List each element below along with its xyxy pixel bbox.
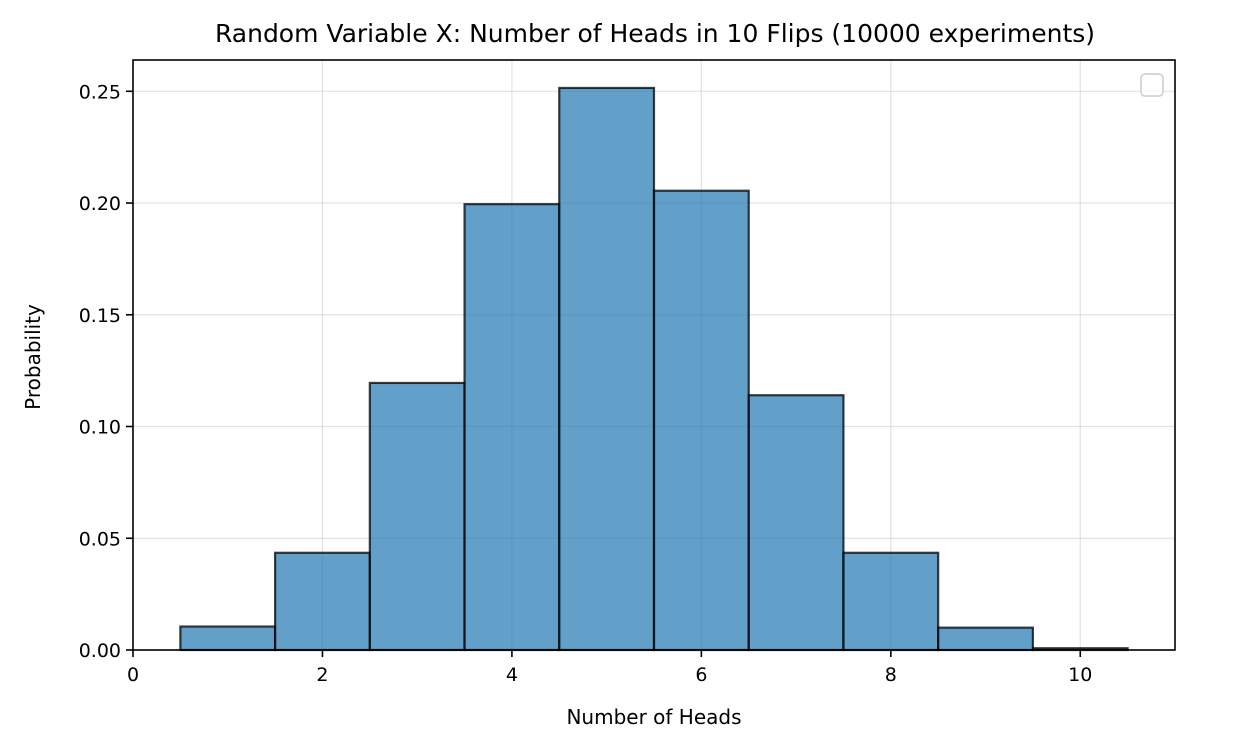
y-tick-label: 0.15: [79, 305, 121, 327]
y-axis-label: Probability: [21, 304, 45, 410]
x-tick-label: 2: [316, 664, 328, 686]
histogram-bar: [368, 381, 466, 652]
histogram-bar: [747, 394, 845, 652]
y-tick-label: 0.05: [79, 528, 121, 550]
y-tick-label: 0.10: [79, 417, 121, 439]
x-tick-label: 0: [127, 664, 139, 686]
histogram-bar: [937, 626, 1035, 652]
x-axis-label: Number of Heads: [566, 705, 741, 729]
x-tick-label: 4: [506, 664, 518, 686]
histogram-bar: [179, 625, 277, 652]
axis-ticks: 0 2 4 6 8 10 0.00 0.05 0.10 0.15 0.20 0.25: [79, 81, 1093, 686]
histogram-bar: [463, 203, 561, 652]
y-tick-label: 0.25: [79, 81, 121, 103]
plot-frame: [132, 59, 1176, 651]
histogram-bar: [558, 86, 656, 652]
histogram-bar: [652, 189, 750, 652]
y-tick-label: 0.20: [79, 193, 121, 215]
x-tick-label: 6: [695, 664, 707, 686]
histogram-bars: [179, 86, 1129, 652]
legend-box: [1140, 73, 1164, 97]
chart-title: Random Variable X: Number of Heads in 10…: [215, 19, 1095, 48]
x-tick-label: 10: [1068, 664, 1092, 686]
x-tick-label: 8: [885, 664, 897, 686]
y-tick-label: 0.00: [79, 640, 121, 662]
histogram-bar: [842, 551, 940, 652]
histogram-bar: [273, 551, 371, 652]
